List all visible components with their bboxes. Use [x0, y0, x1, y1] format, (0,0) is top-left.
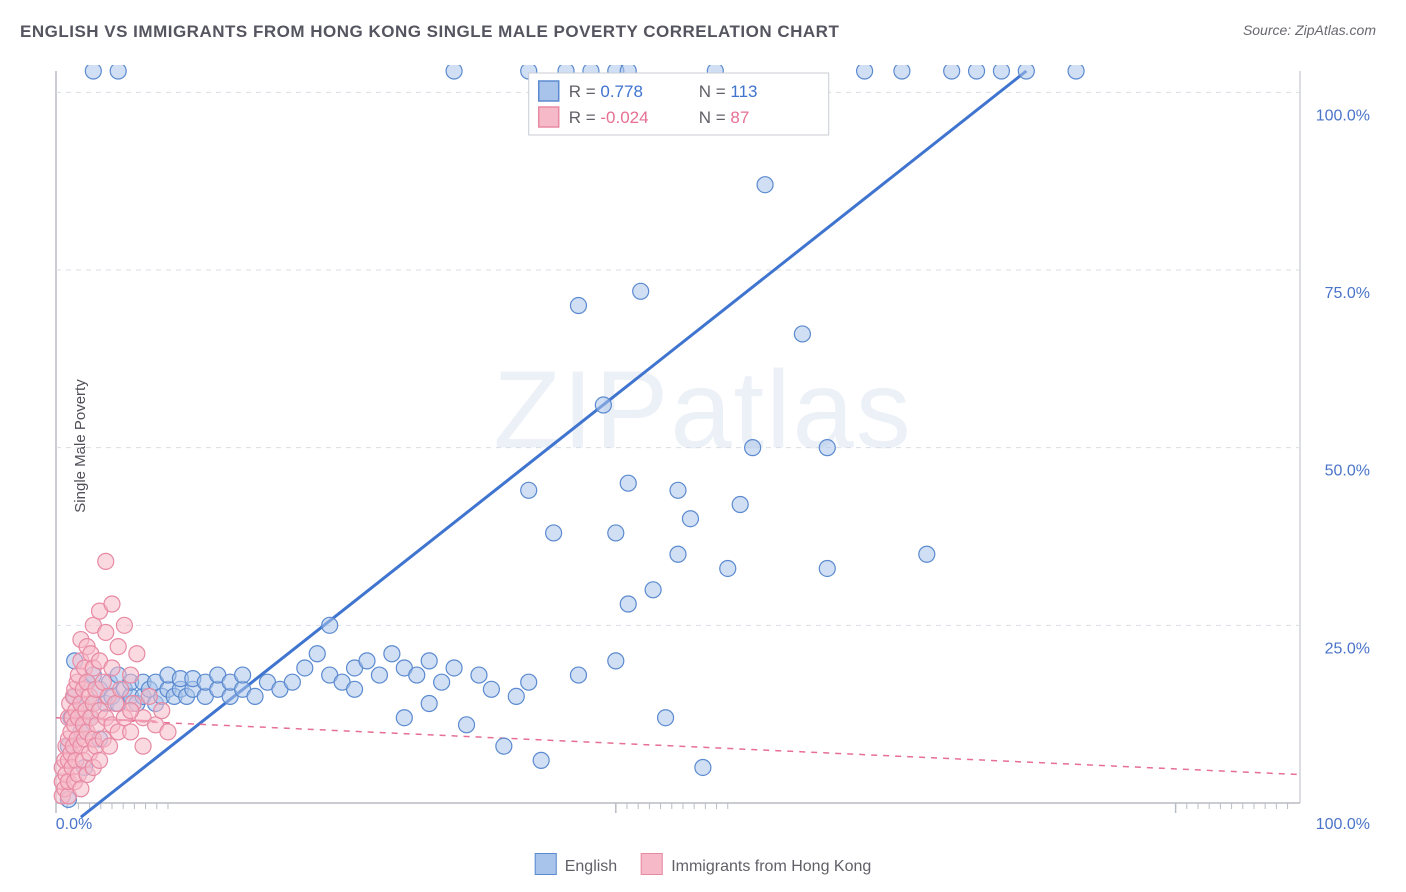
svg-text:100.0%: 100.0%	[1316, 816, 1370, 833]
svg-text:N = 87: N = 87	[699, 108, 750, 127]
chart-source: Source: ZipAtlas.com	[1243, 22, 1376, 38]
legend-item: English	[535, 853, 617, 876]
svg-text:75.0%: 75.0%	[1325, 285, 1370, 302]
svg-text:N = 113: N = 113	[699, 82, 758, 101]
legend-item: Immigrants from Hong Kong	[641, 853, 871, 876]
legend-swatch	[641, 853, 663, 875]
bottom-legend: English Immigrants from Hong Kong	[535, 853, 872, 876]
svg-text:100.0%: 100.0%	[1316, 107, 1370, 124]
svg-text:R = -0.024: R = -0.024	[569, 108, 649, 127]
svg-text:0.0%: 0.0%	[56, 816, 92, 833]
svg-text:R = 0.778: R = 0.778	[569, 82, 643, 101]
legend-swatch	[535, 853, 557, 875]
scatter-plot: 25.0% 50.0% 75.0% 100.0% 0.0% 100.0% R = 0.778…	[50, 65, 1380, 835]
svg-text:50.0%: 50.0%	[1325, 463, 1370, 480]
chart-title: ENGLISH VS IMMIGRANTS FROM HONG KONG SIN…	[20, 22, 839, 42]
svg-text:25.0%: 25.0%	[1325, 640, 1370, 657]
